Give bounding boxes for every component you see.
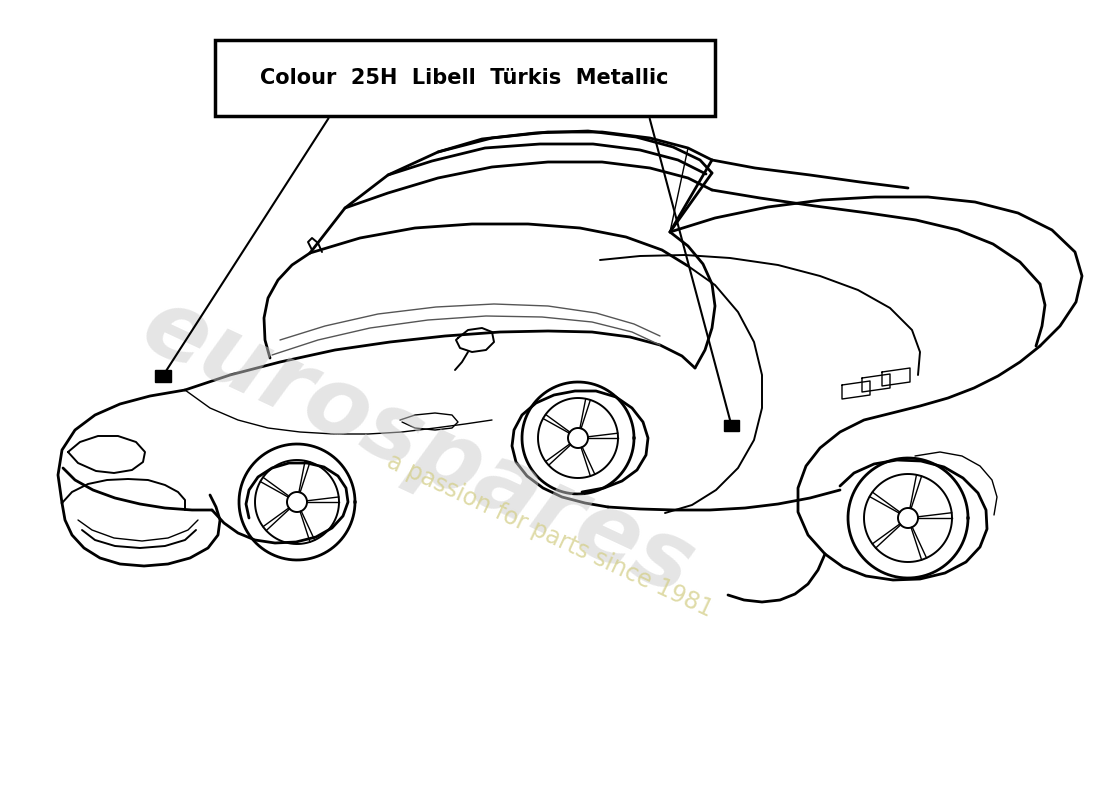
Text: Colour  25H  Libell  Türkis  Metallic: Colour 25H Libell Türkis Metallic: [261, 68, 669, 88]
Bar: [155, 370, 170, 382]
Bar: [724, 420, 739, 431]
FancyBboxPatch shape: [214, 40, 715, 116]
Text: eurospares: eurospares: [128, 280, 708, 616]
Text: a passion for parts since 1981: a passion for parts since 1981: [383, 450, 717, 622]
